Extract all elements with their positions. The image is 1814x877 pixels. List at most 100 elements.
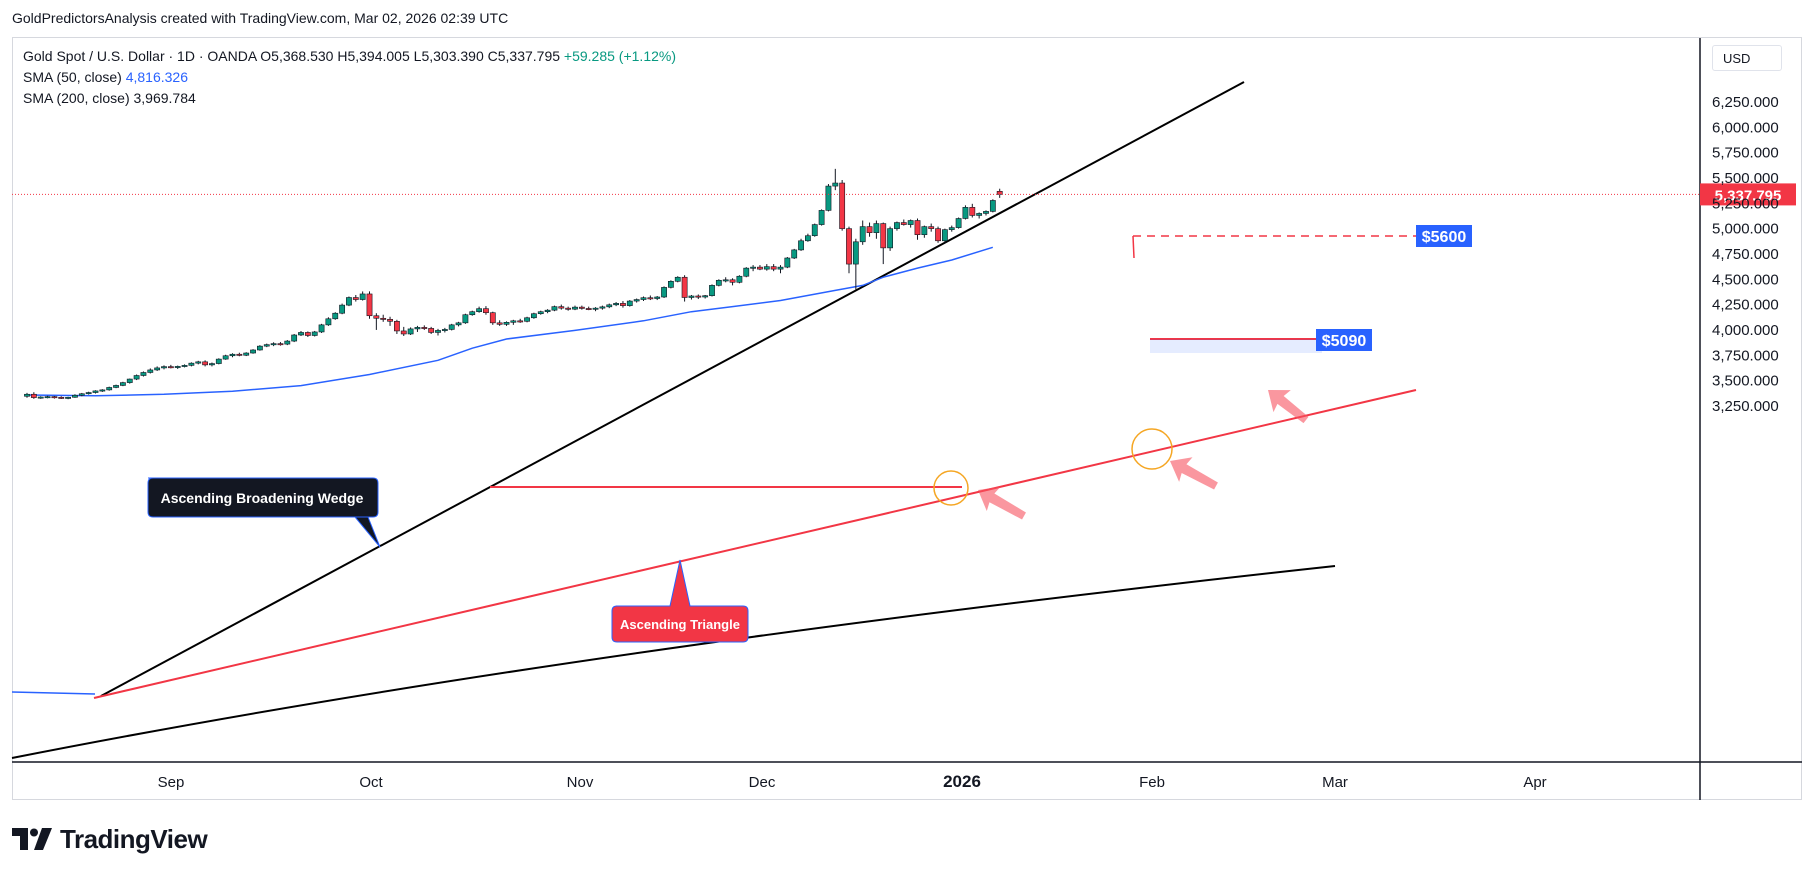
y-tick-label: 3,500.000 bbox=[1712, 373, 1779, 390]
candle-body bbox=[195, 361, 202, 364]
candle bbox=[907, 219, 914, 228]
candle-body bbox=[544, 309, 551, 312]
candle-body bbox=[606, 304, 613, 308]
sma200-row[interactable]: SMA (200, close) 3,969.784 bbox=[23, 88, 676, 109]
candle-body bbox=[599, 306, 606, 309]
candle bbox=[284, 340, 291, 346]
candle-body bbox=[654, 296, 661, 299]
candle bbox=[757, 265, 763, 271]
candle bbox=[435, 328, 441, 336]
candle-body bbox=[935, 228, 941, 242]
candle-body bbox=[921, 226, 928, 236]
last-price-tag bbox=[1700, 183, 1796, 206]
candle bbox=[209, 362, 215, 367]
candle bbox=[846, 226, 852, 274]
y-tick-label: 4,500.000 bbox=[1712, 271, 1779, 288]
candle-body bbox=[900, 222, 907, 225]
candle-body bbox=[489, 312, 496, 324]
ohlc-close: C5,337.795 bbox=[487, 48, 561, 64]
candle-body bbox=[894, 222, 900, 229]
candle-body bbox=[572, 306, 578, 310]
candle bbox=[763, 264, 770, 271]
candle-body bbox=[633, 299, 640, 302]
x-tick-label: Nov bbox=[567, 774, 594, 791]
triangle-callout-box bbox=[611, 559, 749, 643]
candle-body bbox=[811, 224, 818, 237]
candle bbox=[476, 306, 482, 313]
candle-body bbox=[483, 308, 489, 314]
candle-body bbox=[510, 320, 517, 323]
candle bbox=[256, 345, 263, 351]
candle bbox=[270, 342, 277, 347]
candle bbox=[928, 223, 935, 232]
support-5090-box bbox=[1316, 329, 1372, 351]
candle-body bbox=[277, 343, 284, 346]
candle-body bbox=[318, 324, 325, 333]
candle bbox=[400, 326, 407, 337]
candle bbox=[702, 294, 709, 299]
candle bbox=[120, 381, 126, 387]
candle-body bbox=[407, 328, 414, 335]
candle-body bbox=[455, 322, 462, 326]
candle bbox=[517, 318, 524, 323]
candle bbox=[78, 392, 85, 397]
candle-body bbox=[955, 218, 962, 228]
candle-body bbox=[763, 266, 770, 270]
candle bbox=[565, 306, 572, 311]
candle-body bbox=[661, 287, 667, 298]
candle-body bbox=[989, 200, 996, 212]
candle bbox=[750, 265, 756, 272]
candle bbox=[544, 309, 551, 314]
candle bbox=[647, 295, 654, 301]
candle bbox=[688, 294, 695, 300]
target-5600-label: $5600 bbox=[1422, 229, 1467, 246]
sma50-row[interactable]: SMA (50, close) 4,816.326 bbox=[23, 67, 676, 88]
candle-body bbox=[236, 353, 243, 356]
candle-body bbox=[476, 308, 482, 312]
candle bbox=[304, 331, 311, 338]
y-tick-label: 5,750.000 bbox=[1712, 145, 1779, 162]
candle bbox=[215, 358, 222, 365]
triangle-callout-label: Ascending Triangle bbox=[620, 617, 740, 632]
candle bbox=[126, 378, 133, 384]
candle bbox=[366, 291, 373, 319]
candle-body bbox=[202, 361, 208, 366]
candle bbox=[578, 305, 585, 310]
candle-body bbox=[174, 366, 181, 368]
candle bbox=[729, 278, 736, 286]
currency-selector[interactable]: USD bbox=[1712, 45, 1782, 71]
y-tick-label: 5,500.000 bbox=[1712, 170, 1779, 187]
candle bbox=[99, 389, 106, 392]
candle-body bbox=[250, 349, 256, 354]
candle bbox=[161, 365, 167, 370]
candle-body bbox=[558, 306, 565, 309]
candle bbox=[51, 395, 58, 399]
sma200-value: 3,969.784 bbox=[133, 90, 196, 106]
candle bbox=[784, 256, 791, 269]
candle-body bbox=[435, 330, 441, 333]
candle bbox=[825, 184, 832, 212]
brand: TradingView bbox=[12, 822, 208, 856]
candle-body bbox=[99, 389, 106, 392]
candle-body bbox=[722, 279, 729, 282]
candle bbox=[852, 238, 859, 290]
target-tick bbox=[1132, 235, 1135, 259]
y-tick-label: 3,750.000 bbox=[1712, 347, 1779, 364]
candle bbox=[530, 312, 537, 319]
candle-body bbox=[907, 220, 914, 225]
pointer-arrow bbox=[978, 486, 1026, 520]
candle bbox=[640, 296, 647, 302]
candle-body bbox=[346, 297, 352, 306]
candle-body bbox=[325, 318, 332, 326]
candle bbox=[626, 300, 633, 307]
candle-body bbox=[791, 249, 798, 259]
candle-body bbox=[736, 275, 743, 283]
candle-body bbox=[846, 228, 852, 265]
candle bbox=[633, 298, 640, 303]
candle bbox=[962, 205, 969, 220]
chart-legend: Gold Spot / U.S. Dollar · 1D · OANDA O5,… bbox=[23, 46, 676, 109]
candle-body bbox=[188, 362, 195, 366]
candle-body bbox=[133, 375, 140, 380]
candle-body bbox=[311, 331, 318, 336]
